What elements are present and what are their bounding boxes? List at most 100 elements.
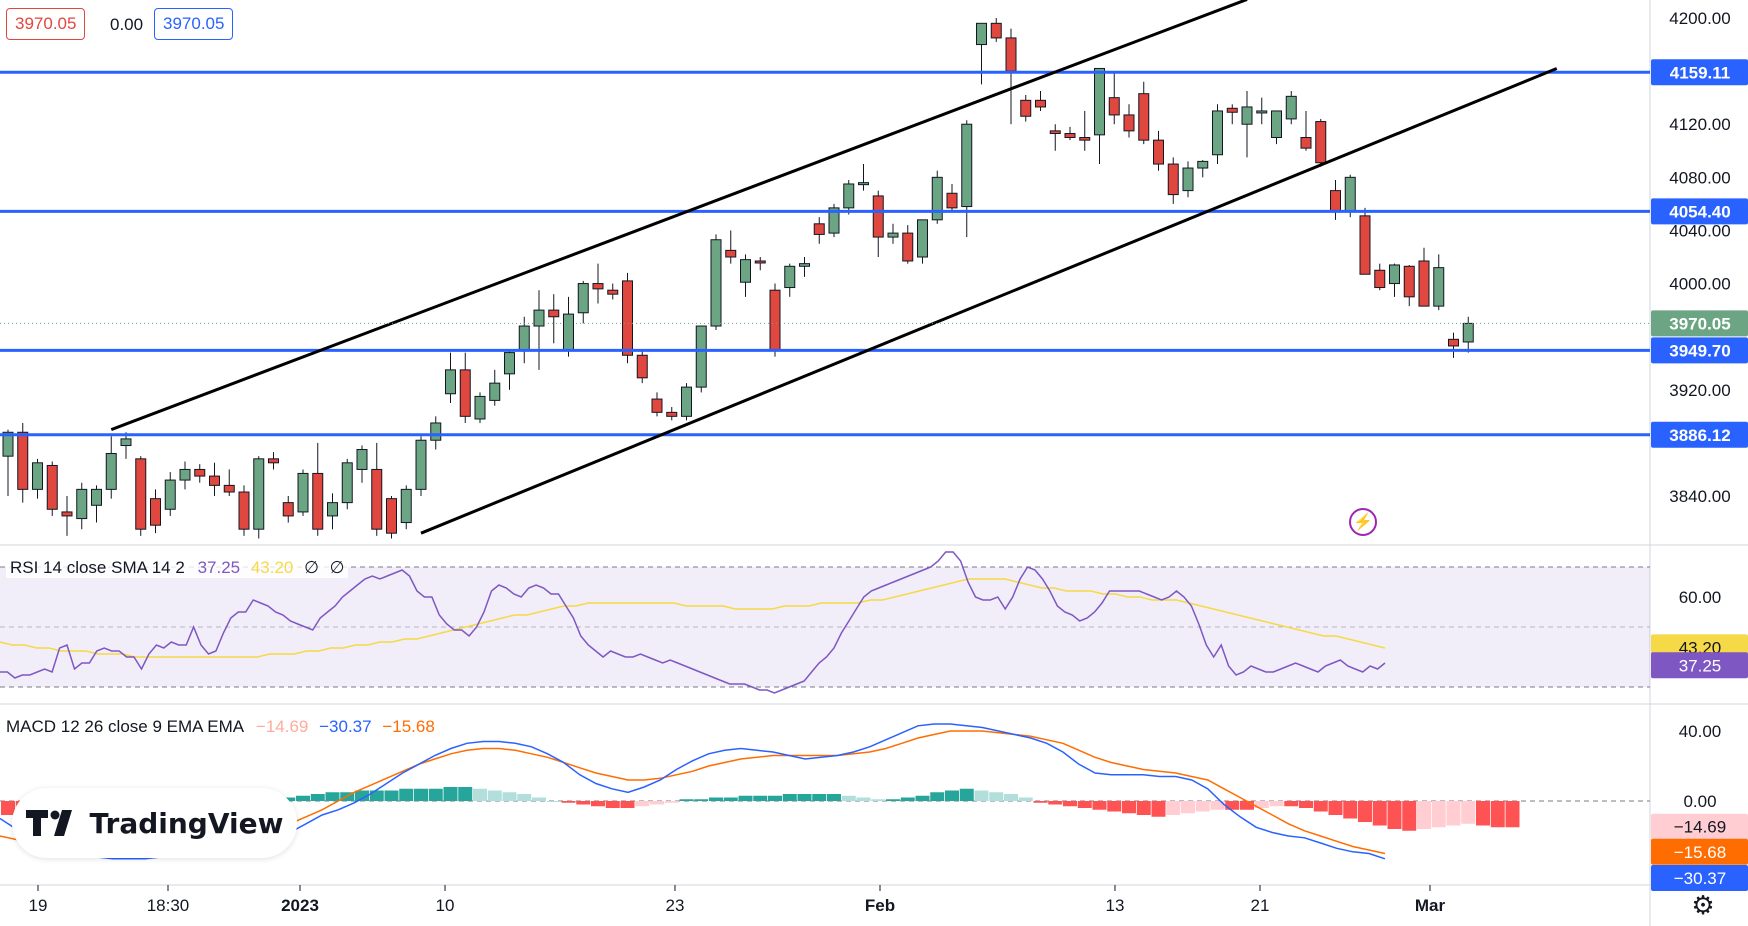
candle-body [828,207,840,234]
macd-histogram-bar [502,792,517,801]
rsi-empty-value-2: ∅ [329,558,345,577]
candle-body [533,309,545,327]
price-level-badge [1651,337,1748,364]
candle-body [799,263,810,267]
candle-body [1153,139,1164,165]
macd-histogram-bar [591,801,605,807]
macd-histogram-bar [1151,801,1166,817]
macd-histogram-bar [812,794,827,801]
macd-histogram-value: −14.69 [255,717,309,736]
candle-body [740,259,751,283]
candle-body [105,453,117,490]
candle-body [76,488,88,520]
lightning-alert-icon[interactable]: ⚡ [1349,508,1377,536]
macd-signal-value: −15.68 [382,717,435,736]
macd-histogram-bar [1210,801,1225,810]
candle-body [1005,37,1017,72]
candle-body [1344,176,1356,213]
macd-value-badge [1651,865,1748,891]
macd-histogram-bar [1417,801,1431,829]
macd-histogram-bar [1269,801,1284,807]
candle-body [1108,97,1120,116]
rsi-value-label: 37.25 [1679,656,1722,675]
candle-body [150,498,161,526]
gear-icon[interactable]: ⚙ [1691,889,1715,920]
candle-body [297,472,309,513]
macd-histogram-bar [797,794,812,801]
candle-body [636,354,648,379]
trend-channel-lower [420,67,1558,535]
price-axis-tick: 4080.00 [1669,168,1730,187]
candle-body [91,488,102,506]
macd-histogram-bar [1077,801,1092,808]
price-level-badge [1651,198,1748,225]
rsi-legend: RSI 14 close SMA 14 2 37.25 43.20 ∅ ∅ [6,558,349,578]
time-axis-label: 10 [436,896,455,915]
rsi-sma-line [0,578,1386,658]
last-price-badge [1651,310,1748,337]
candle-body [474,395,486,420]
macd-histogram-bar [605,801,620,808]
candle-body [1330,190,1341,213]
macd-histogram-bar [650,801,664,805]
candle-body [2,431,14,457]
macd-value-label: −14.69 [1674,818,1726,837]
candle-body [238,491,250,530]
macd-histogram-bar [458,787,473,801]
candle-body [356,449,368,470]
tradingview-logo[interactable]: TradingView [12,788,297,858]
candle-body [1197,160,1209,169]
candle-body [135,458,147,530]
macd-histogram-bar [296,795,310,801]
macd-histogram-bar [1004,794,1018,801]
macd-value-badge [1651,813,1748,840]
last-price-label: 3970.05 [1669,314,1730,333]
candle-body [725,249,737,258]
close-price-badge: 3970.05 [154,8,234,40]
candle-body [902,232,914,262]
macd-histogram-bar [1343,801,1358,819]
macd-histogram-bar [487,790,502,801]
macd-histogram-bar [620,801,635,808]
candle-body [931,176,943,221]
candle-body [1035,99,1046,108]
macd-histogram-bar [782,794,797,801]
macd-histogram-bar [384,790,399,801]
candle-body [341,462,353,504]
candle-body [194,468,206,477]
candle-body [577,283,589,314]
rsi-empty-value-1: ∅ [304,558,319,577]
macd-histogram-bar [1402,801,1417,831]
macd-histogram-bar [1313,801,1328,812]
candle-body [489,382,501,401]
candle-body [563,313,574,351]
time-axis-label: 19 [29,896,48,915]
candle-body [1462,322,1474,343]
tradingview-logo-text: TradingView [89,806,284,840]
price-axis-tick: 4200.00 [1669,9,1730,28]
candle-body [548,309,560,318]
macd-line-value: −30.37 [319,717,372,736]
macd-histogram-bar [679,799,694,801]
candle-body [1064,133,1076,138]
macd-histogram-bar [1181,801,1195,814]
candle-body [1226,107,1238,113]
macd-histogram-bar [871,799,886,801]
candle-body [371,468,383,530]
candle-body [592,283,604,290]
rsi-line [0,551,1386,694]
macd-histogram-bar [428,788,443,801]
macd-histogram-bar [1107,801,1122,812]
macd-histogram-bar [1358,801,1372,822]
candle-body [445,369,456,395]
candle-body [651,398,663,413]
candle-body [1448,338,1459,347]
macd-histogram-bar [1372,801,1387,826]
macd-histogram-bar [694,799,709,801]
macd-histogram-bar [1431,801,1446,828]
open-price-badge: 3970.05 [6,8,86,40]
candle-body [666,411,678,417]
candle-body [1389,264,1400,285]
macd-legend: MACD 12 26 close 9 EMA EMA −14.69 −30.37… [6,717,435,737]
